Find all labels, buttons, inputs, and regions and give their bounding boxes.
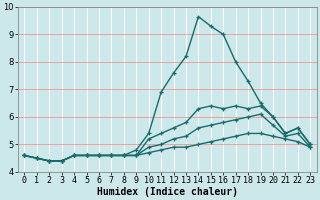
X-axis label: Humidex (Indice chaleur): Humidex (Indice chaleur): [97, 186, 238, 197]
